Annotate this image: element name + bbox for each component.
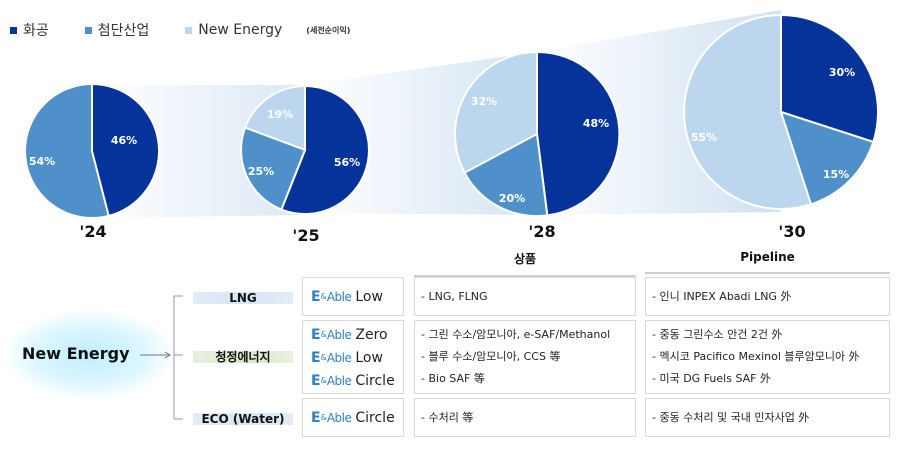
eable-logo-icon: E — [311, 372, 321, 389]
eable-logo-amp: & — [320, 353, 327, 362]
pie-label: 20% — [499, 192, 525, 205]
eable-logo-icon: E — [311, 326, 321, 343]
eable-brand: E & Able Low — [303, 285, 403, 308]
category-label: LNG — [229, 291, 257, 305]
pie-label: 56% — [334, 156, 360, 169]
legend-swatch-mid-blue — [84, 26, 92, 34]
legend-unit-note: (세전순이익) — [306, 25, 351, 35]
eable-brand: E & Able Circle — [303, 406, 403, 429]
product-item: - Bio SAF 等 — [421, 372, 485, 385]
eable-logo-text: Able — [326, 410, 352, 425]
category-clean-energy: 청정에너지 — [193, 351, 293, 363]
pie-label: 46% — [111, 134, 137, 147]
pipeline-item: - 미국 DG Fuels SAF 外 — [652, 372, 771, 385]
pie-2030 — [683, 13, 880, 210]
product-box-lng: - LNG, FLNG — [414, 277, 636, 316]
category-eco-water: ECO (Water) — [193, 413, 293, 425]
pie-2024 — [24, 82, 161, 219]
eable-logo-amp: & — [320, 413, 327, 422]
category-label: ECO (Water) — [201, 412, 285, 426]
legend-swatch-light-blue — [185, 26, 193, 34]
legend-item-advanced-industry: 첨단산업 — [84, 20, 150, 40]
eable-logo-icon: E — [311, 288, 321, 305]
pipeline-box-clean-energy: - 중동 그린수소 안건 2건 外 - 멕시코 Pacifico Mexinol… — [645, 320, 890, 394]
eable-logo-text: Able — [326, 350, 352, 365]
column-header-label: Pipeline — [740, 250, 795, 264]
pie-charts: 46% 54% 56% 25% 19% 48% 20% 32% 30% 15% … — [24, 10, 880, 219]
pipeline-box-lng: - 인니 INPEX Abadi LNG 外 — [645, 277, 890, 316]
product-item: - 블루 수소/암모니아, CCS 等 — [421, 350, 561, 363]
pie-label: 55% — [691, 131, 717, 144]
brand-name: Circle — [355, 409, 395, 426]
brand-box-clean-energy: E & Able Zero E & Able Low E & Able Circle — [302, 320, 404, 394]
pipeline-item: - 중동 그린수소 안건 2건 外 — [652, 328, 783, 341]
eable-brand: E & Able Circle — [303, 369, 403, 392]
year-label-2025: '25 — [292, 226, 320, 245]
brand-name: Low — [355, 349, 383, 366]
product-item: - 그린 수소/암모니아, e-SAF/Methanol — [421, 328, 611, 341]
pie-label: 54% — [29, 155, 55, 168]
pie-2028 — [454, 50, 621, 217]
year-label-2024: '24 — [79, 222, 107, 241]
pie-2025 — [240, 84, 370, 215]
brand-box-eco-water: E & Able Circle — [302, 398, 404, 437]
brand-name: Circle — [355, 372, 395, 389]
legend-item-hwagong: 화공 — [10, 20, 49, 40]
column-header-pipeline: Pipeline — [645, 250, 890, 274]
legend-swatch-dark-blue — [10, 26, 17, 34]
eable-logo-amp: & — [320, 292, 327, 301]
category-lng: LNG — [193, 292, 293, 304]
legend-label: New Energy — [198, 22, 283, 38]
pipeline-item: - 인니 INPEX Abadi LNG 外 — [652, 290, 792, 303]
header-rule — [414, 275, 636, 277]
eable-logo-text: Able — [326, 327, 352, 342]
product-item: - 수처리 等 — [421, 411, 474, 424]
pie-label: 48% — [583, 117, 609, 130]
eable-brand: E & Able Zero — [303, 323, 403, 346]
pie-label: 19% — [267, 108, 293, 121]
brand-box-lng: E & Able Low — [302, 277, 404, 316]
eable-brand: E & Able Low — [303, 346, 403, 369]
column-header-product: 상품 — [414, 250, 636, 277]
chart-legend: 화공 첨단산업 New Energy (세전순이익) — [10, 20, 350, 40]
eable-logo-text: Able — [326, 289, 352, 304]
category-label: 청정에너지 — [215, 350, 271, 364]
brand-name: Low — [355, 288, 383, 305]
eable-logo-text: Able — [326, 373, 352, 388]
pipeline-item: - 멕시코 Pacifico Mexinol 블루암모니아 外 — [652, 350, 860, 363]
pie-label: 15% — [823, 168, 849, 181]
product-item: - LNG, FLNG — [421, 290, 488, 303]
eable-logo-amp: & — [320, 330, 327, 339]
year-label-2028: '28 — [528, 222, 556, 241]
product-box-eco-water: - 수처리 等 — [414, 398, 636, 437]
eable-logo-icon: E — [311, 409, 321, 426]
pie-label: 30% — [829, 66, 855, 79]
brand-name: Zero — [355, 326, 388, 343]
legend-label: 화공 — [23, 23, 49, 39]
year-label-2030: '30 — [778, 222, 806, 241]
legend-item-new-energy: New Energy — [185, 22, 282, 38]
new-energy-title: New Energy — [22, 344, 130, 363]
pipeline-box-eco-water: - 중동 수처리 및 국내 민자사업 外 — [645, 398, 890, 437]
pie-label: 32% — [471, 95, 497, 108]
legend-label: 첨단산업 — [97, 23, 150, 39]
product-box-clean-energy: - 그린 수소/암모니아, e-SAF/Methanol - 블루 수소/암모니… — [414, 320, 636, 394]
pie-label: 25% — [248, 165, 274, 178]
eable-logo-amp: & — [320, 376, 327, 385]
header-rule — [645, 272, 890, 274]
pipeline-item: - 중동 수처리 및 국내 민자사업 外 — [652, 411, 810, 424]
column-header-label: 상품 — [513, 252, 537, 266]
eable-logo-icon: E — [311, 349, 321, 366]
